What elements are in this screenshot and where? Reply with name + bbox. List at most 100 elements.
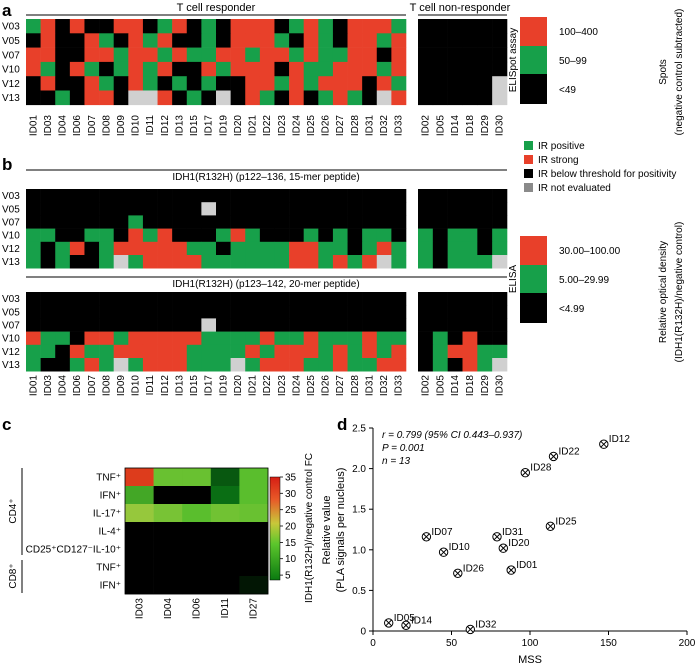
elispot-legend-item-low: <49: [559, 85, 576, 96]
panel-a-col-label: ID17: [204, 115, 215, 137]
panel-a-cell: [332, 61, 348, 77]
scatter-point: ID28: [520, 463, 552, 478]
panel-a-cell: [245, 76, 261, 91]
panel-b-col-label: ID25: [306, 375, 317, 397]
panel-b1-cell: [318, 228, 334, 243]
panel-b2-cell: [259, 331, 275, 346]
panel-b1-cell: [391, 255, 407, 269]
panel-b2-cell: [157, 344, 173, 359]
panel-b2-cell: [230, 344, 246, 359]
panel-a-col-label: ID26: [321, 115, 332, 137]
panel-a-cell: [157, 90, 173, 106]
panel-c-cell: [153, 468, 183, 487]
panel-a-cell: [172, 33, 188, 48]
panel-b2-cell: [376, 358, 392, 372]
elisa-legend-black: [520, 293, 547, 323]
panel-b1-cell: [447, 215, 463, 229]
panel-b1-cell: [274, 241, 290, 256]
panel-b2-cell: [432, 344, 448, 359]
panel-b2-cell: [157, 358, 173, 372]
panel-b2-cell: [274, 318, 290, 332]
panel-b1-cell: [318, 241, 334, 256]
panel-a-cell: [492, 47, 508, 63]
panel-b1-cell: [26, 189, 41, 203]
panel-a-cell: [128, 19, 144, 34]
panel-b2-cell: [55, 318, 71, 332]
panel-a-cell: [26, 90, 41, 106]
panel-b1-cell: [289, 215, 304, 229]
panel-a-cell: [26, 76, 41, 91]
panel-b1-cell: [376, 189, 392, 203]
panel-b2-cell: [69, 358, 85, 372]
panel-b1-cell: [303, 189, 319, 203]
panel-b1-cell: [99, 228, 114, 243]
panel-b2-cell: [186, 292, 202, 306]
scatter-point-cross: [521, 469, 529, 476]
panel-b1-cell: [432, 228, 448, 243]
panel-a-cell: [332, 19, 348, 34]
panel-b-col-label: ID01: [28, 375, 39, 397]
panel-a-col-label: ID04: [58, 115, 69, 137]
panel-a-cell: [303, 90, 319, 106]
panel-b1-cell: [157, 202, 173, 216]
panel-b1-row-label: V12: [2, 244, 20, 255]
colorbar-tick-label: 35: [285, 473, 297, 484]
panel-c-cell: [182, 486, 212, 505]
panel-b1-cell: [26, 255, 41, 269]
panel-a-cell: [128, 61, 144, 77]
panel-a-cell: [274, 47, 290, 63]
panel-a-cell: [142, 76, 158, 91]
panel-b2-cell: [447, 358, 463, 372]
panel-a-cell: [26, 33, 41, 48]
elisa-legend-red: [520, 236, 547, 265]
panel-a-cell: [142, 61, 158, 77]
panel-b2-cell: [259, 305, 275, 319]
panel-b1-cell: [230, 241, 246, 256]
panel-c-cell: [210, 522, 240, 541]
panel-b2-cell: [69, 305, 85, 319]
panel-b1-cell: [216, 228, 231, 243]
panel-b1-cell: [201, 189, 217, 203]
elispot-legend-item-mid: 50–99: [559, 56, 587, 67]
panel-a-cell: [99, 90, 114, 106]
panel-b-col-label: ID24: [291, 375, 302, 397]
panel-b1-cell: [289, 241, 304, 256]
panel-b1-cell: [230, 189, 246, 203]
panel-a-cell: [447, 61, 463, 77]
panel-a-col-label: ID03: [43, 115, 54, 137]
panel-a-col-label: ID06: [72, 115, 83, 137]
panel-a-cell: [186, 19, 202, 34]
colorbar-tick-label: 15: [285, 538, 297, 549]
panel-a-cell: [391, 76, 407, 91]
panel-b1-cell: [245, 228, 261, 243]
panel-b2-cell: [462, 331, 478, 346]
panel-c-cell: [210, 504, 240, 523]
panel-b1-cell: [462, 255, 478, 269]
panel-b1-cell: [332, 189, 348, 203]
panel-b-col-label: ID32: [379, 375, 390, 397]
panel-b2-cell: [40, 292, 56, 306]
panel-b1-cell: [303, 202, 319, 216]
panel-a-col-label: ID28: [350, 115, 361, 137]
panel-a-cell: [26, 61, 41, 77]
panel-b2-cell: [142, 344, 158, 359]
panel-b2-cell: [318, 292, 334, 306]
panel-b-col-label: ID33: [394, 375, 405, 397]
panel-b2-row-label: V03: [2, 294, 20, 305]
y-tick-label: 2.5: [352, 424, 366, 435]
panel-a-row-labels: V03 V05 V07 V10 V12 V13: [2, 22, 20, 105]
panel-b1-cell: [84, 189, 100, 203]
panel-b-col-label: ID08: [101, 375, 112, 397]
colorbar-tick-label: 10: [285, 554, 297, 565]
panel-b1-cell: [347, 241, 363, 256]
panel-b-col-label: ID07: [87, 375, 98, 397]
panel-a-cell: [84, 19, 100, 34]
scatter-point-label: ID05: [394, 613, 416, 624]
panel-b2-cell: [84, 344, 100, 359]
panel-b1-row-label: V10: [2, 231, 20, 242]
panel-b1-cell: [55, 189, 71, 203]
panel-a-cell: [259, 19, 275, 34]
panel-b2-cell: [69, 318, 85, 332]
panel-a-col-label: ID29: [480, 115, 491, 137]
panel-b-col-label: ID15: [189, 375, 200, 397]
